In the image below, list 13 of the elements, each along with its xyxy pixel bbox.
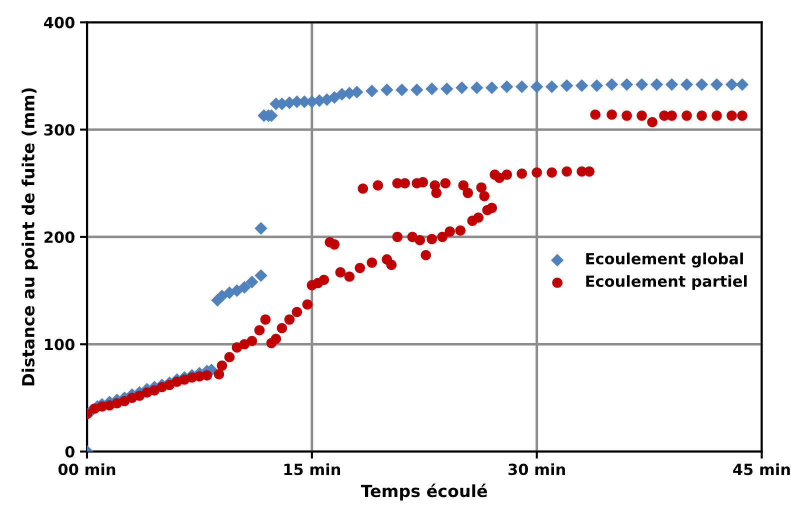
y-tick-label: 200 (44, 231, 74, 243)
y-axis-title: Distance au point de fuite (mm) (22, 88, 38, 386)
y-tick-label: 300 (44, 124, 74, 136)
x-tick-label: 00 min (58, 463, 116, 476)
y-tick-label: 0 (65, 446, 74, 458)
legend-label: Ecoulement global (586, 252, 743, 268)
y-tick-label: 400 (44, 16, 74, 28)
legend-label: Ecoulement partiel (586, 275, 747, 290)
x-tick-label: 30 min (508, 463, 565, 476)
y-tick-label: 100 (45, 338, 74, 350)
x-axis-title: Temps écoulé (360, 484, 488, 500)
x-tick-label: 15 min (284, 463, 340, 476)
x-tick-label: 45 min (733, 463, 790, 476)
